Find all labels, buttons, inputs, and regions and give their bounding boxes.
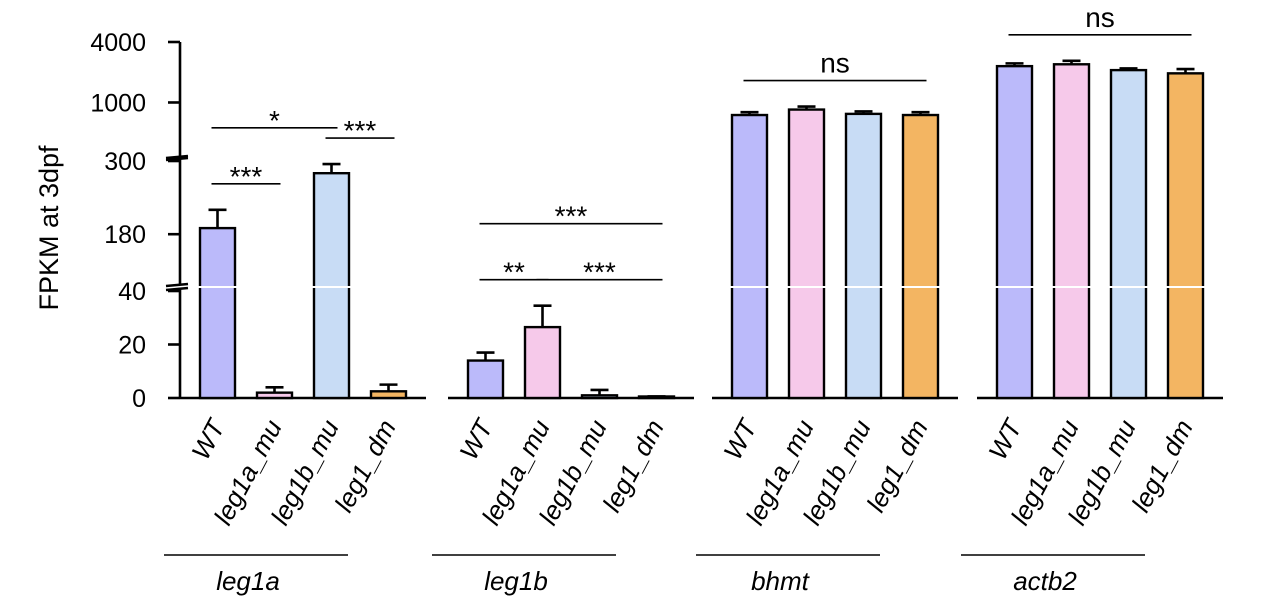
significance-label: ns <box>820 48 850 79</box>
y-tick-label: 0 <box>132 385 146 413</box>
x-category-label: WT <box>185 413 231 465</box>
bar-break-gap <box>787 286 826 288</box>
x-axis-labels: WTleg1a_muleg1b_muleg1_dmleg1aWTleg1a_mu… <box>164 413 1199 596</box>
bar <box>1052 63 1091 400</box>
significance-bracket: * <box>211 105 338 136</box>
y-tick-label: 40 <box>118 278 146 306</box>
bar <box>995 64 1034 400</box>
bar <box>844 112 883 400</box>
bar-break-gap <box>901 286 940 288</box>
y-axis-title: FPKM at 3dpf <box>34 145 64 311</box>
x-category-label: WT <box>453 413 499 465</box>
bar-break-gap <box>1166 286 1205 288</box>
bar <box>198 226 237 400</box>
bar <box>1109 68 1148 400</box>
gene-label: leg1a <box>216 566 280 596</box>
y-tick-label: 20 <box>118 332 146 360</box>
significance-label: * <box>269 105 280 136</box>
bar-break-gap <box>844 286 883 288</box>
gene-label: actb2 <box>1013 566 1077 596</box>
bar <box>466 359 505 400</box>
bar-break-gap <box>1052 286 1091 288</box>
bar <box>255 391 294 400</box>
y-axis: 0 20 40 180 300 1000 4000 <box>90 29 189 413</box>
y-tick-label: 180 <box>104 221 146 249</box>
significance-bracket: ** <box>479 257 549 288</box>
x-category-label: WT <box>717 413 763 465</box>
significance-label: ** <box>503 257 525 288</box>
bars <box>180 59 1223 400</box>
significance-bracket: *** <box>325 115 395 146</box>
bar <box>580 394 619 400</box>
bar-break-gap <box>312 286 351 288</box>
bar-group-leg1b <box>466 304 676 400</box>
significance-label: *** <box>344 115 377 146</box>
gene-label: bhmt <box>751 566 811 596</box>
bar <box>312 171 351 400</box>
axis-break-mark <box>165 156 189 162</box>
significance-label: *** <box>583 257 616 288</box>
bar-break-gap <box>1109 286 1148 288</box>
bar-group-leg1a <box>198 162 408 400</box>
bar <box>369 390 408 400</box>
significance-label: *** <box>230 161 263 192</box>
y-tick-label: 300 <box>104 148 146 176</box>
significance-bracket: *** <box>211 161 281 192</box>
y-tick-label: 1000 <box>90 89 146 117</box>
bar <box>787 108 826 400</box>
gene-label: leg1b <box>484 566 548 596</box>
significance-bracket: ns <box>1008 2 1192 36</box>
significance-bracket: *** <box>536 257 663 288</box>
bar <box>1166 72 1205 400</box>
bar <box>901 113 940 400</box>
bar-group-actb2 <box>995 59 1205 400</box>
x-category-label: WT <box>982 413 1028 465</box>
bar-group-bhmt <box>730 105 940 400</box>
bar <box>730 113 769 400</box>
significance-bracket: ns <box>743 48 927 82</box>
axis-break-mark <box>165 286 189 292</box>
significance-label: *** <box>555 201 588 232</box>
y-tick-label: 4000 <box>90 29 146 57</box>
significance-bracket: *** <box>479 201 663 232</box>
significance-label: ns <box>1085 2 1115 33</box>
bar-break-gap <box>198 286 237 288</box>
bar <box>523 325 562 400</box>
axis-break-mark <box>165 282 189 288</box>
axis-break-mark <box>165 154 189 160</box>
bar-break-gap <box>730 286 769 288</box>
bar-break-gap <box>995 286 1034 288</box>
